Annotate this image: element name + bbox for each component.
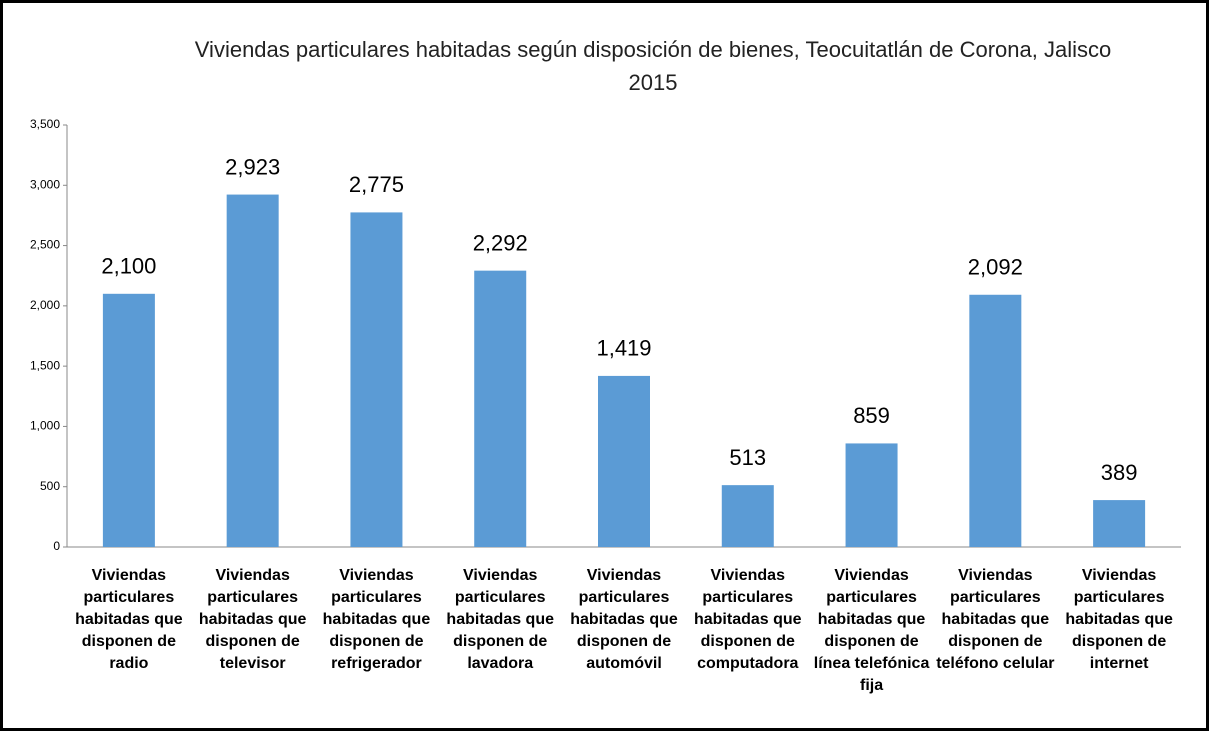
x-tick-label: Viviendas particulares habitadas que dis… (570, 567, 678, 672)
value-label: 2,292 (473, 230, 528, 255)
value-label: 2,100 (101, 254, 156, 279)
bar (598, 375, 650, 547)
x-tick-label: Viviendas particulares habitadas que dis… (936, 567, 1055, 672)
bar (226, 194, 279, 548)
x-tick-label: Viviendas particulares habitadas que dis… (446, 567, 554, 672)
value-label: 513 (729, 445, 766, 470)
x-tick-label: Viviendas particulares habitadas que dis… (693, 567, 802, 672)
bar (721, 485, 774, 547)
bar (1093, 500, 1146, 547)
y-tick-label: 3,000 (30, 177, 60, 191)
value-label: 1,419 (596, 336, 651, 361)
chart-title: Viviendas particulares habitadas según d… (194, 37, 1112, 95)
bar (969, 294, 1022, 547)
bar (102, 293, 155, 547)
y-tick-label: 2,000 (30, 298, 60, 312)
y-tick-label: 3,500 (30, 117, 60, 131)
y-tick-label: 0 (53, 539, 60, 553)
value-label: 389 (1101, 460, 1138, 485)
chart: 0 500 1,000 1,500 2,000 2,500 3,000 3,500 2,100 2… (30, 117, 1181, 553)
x-tick-label: Viviendas particulares habitadas que dis… (1065, 567, 1173, 672)
value-label: 2,092 (968, 255, 1023, 280)
x-tick-label: Viviendas particulares habitadas que dis… (322, 567, 431, 672)
bar (474, 270, 527, 547)
value-label: 2,923 (225, 154, 280, 179)
x-tick-label: Viviendas particulares habitadas que dis… (198, 567, 307, 672)
value-label: 859 (853, 403, 890, 428)
x-tick-label: Viviendas particulares habitadas que dis… (75, 567, 183, 672)
y-tick-label: 2,500 (30, 238, 60, 252)
x-tick-label: Viviendas particulares habitadas que dis… (813, 567, 930, 694)
y-tick-label: 1,500 (30, 358, 60, 372)
y-tick-label: 1,000 (30, 419, 60, 433)
y-tick-label: 500 (40, 479, 60, 493)
value-label: 2,775 (349, 172, 404, 197)
bar (350, 212, 403, 547)
bar (845, 443, 898, 547)
